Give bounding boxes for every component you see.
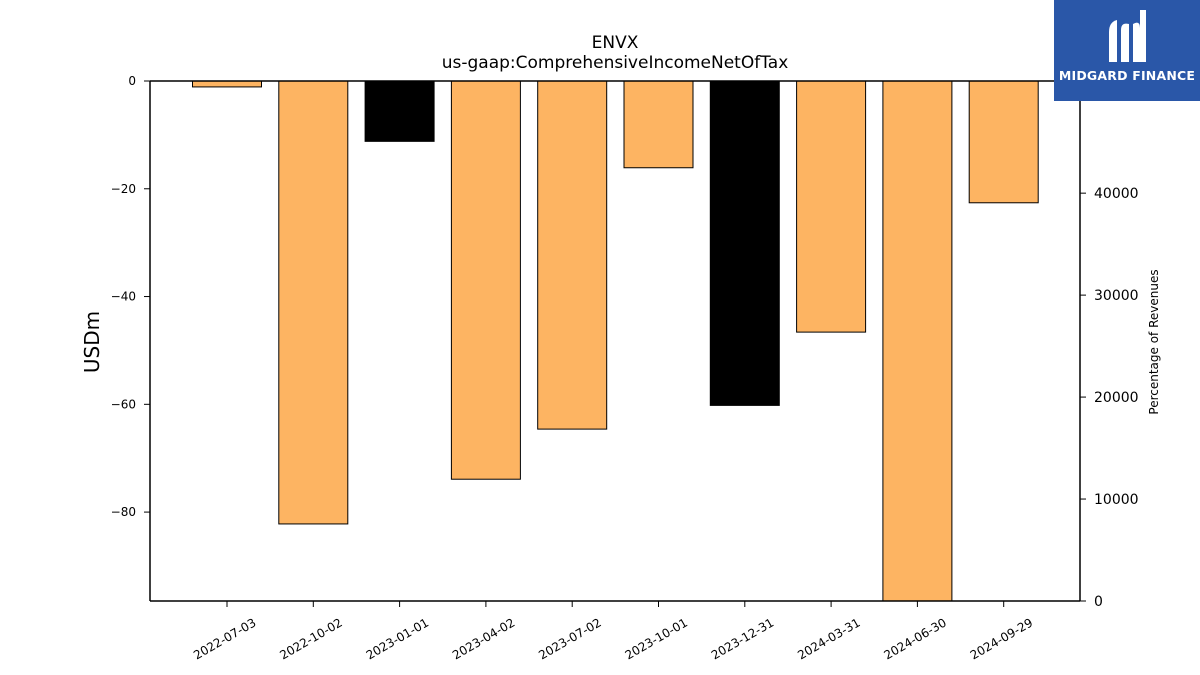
x-tick-label: 2023-04-02 [450,615,517,662]
bar-2022-10-02 [278,80,349,525]
bar-2023-04-02 [450,80,521,480]
x-tick-label: 2023-10-01 [623,615,690,662]
logo-mark-icon [1109,10,1146,63]
midgard-finance-logo: MIDGARD FINANCE [1054,0,1200,101]
chart-title: ENVX [592,33,639,53]
y2-tick-label: 0 [1094,594,1103,610]
x-tick-label: 2022-10-02 [277,615,344,662]
x-tick-label: 2022-07-03 [191,615,258,662]
bar-2023-12-31 [709,80,780,406]
y2-tick-label: 40000 [1094,186,1139,202]
y-tick-label: −40 [111,290,136,304]
bar-2024-09-29 [968,80,1039,204]
bars [192,80,1039,602]
x-tick-label: 2023-12-31 [709,615,776,662]
bar-2023-01-01 [364,80,435,142]
x-tick-label: 2023-07-02 [536,615,603,662]
y-tick-label: −80 [111,505,136,519]
chart-subtitle: us-gaap:ComprehensiveIncomeNetOfTax [442,53,789,73]
y-tick-label: −20 [111,182,136,196]
y-axis-label: USDm [80,311,104,373]
bar-2024-03-31 [796,80,867,333]
bar-2022-07-03 [192,80,262,88]
y2-tick-label: 20000 [1094,390,1139,406]
x-tick-label: 2023-01-01 [364,615,431,662]
y-tick-label: 0 [128,74,136,88]
x-tick-label: 2024-03-31 [795,615,862,662]
bar-2023-10-01 [623,80,694,169]
bar-2024-06-30 [882,80,953,602]
bar-2023-07-02 [537,80,608,430]
y2-tick-label: 10000 [1094,492,1139,508]
x-tick-label: 2024-09-29 [968,615,1035,662]
logo-text: MIDGARD FINANCE [1058,68,1196,83]
y-tick-label: −60 [111,397,136,411]
x-tick-label: 2024-06-30 [881,615,948,662]
y2-axis-label: Percentage of Revenues [1147,269,1161,414]
y2-tick-label: 30000 [1094,288,1139,304]
